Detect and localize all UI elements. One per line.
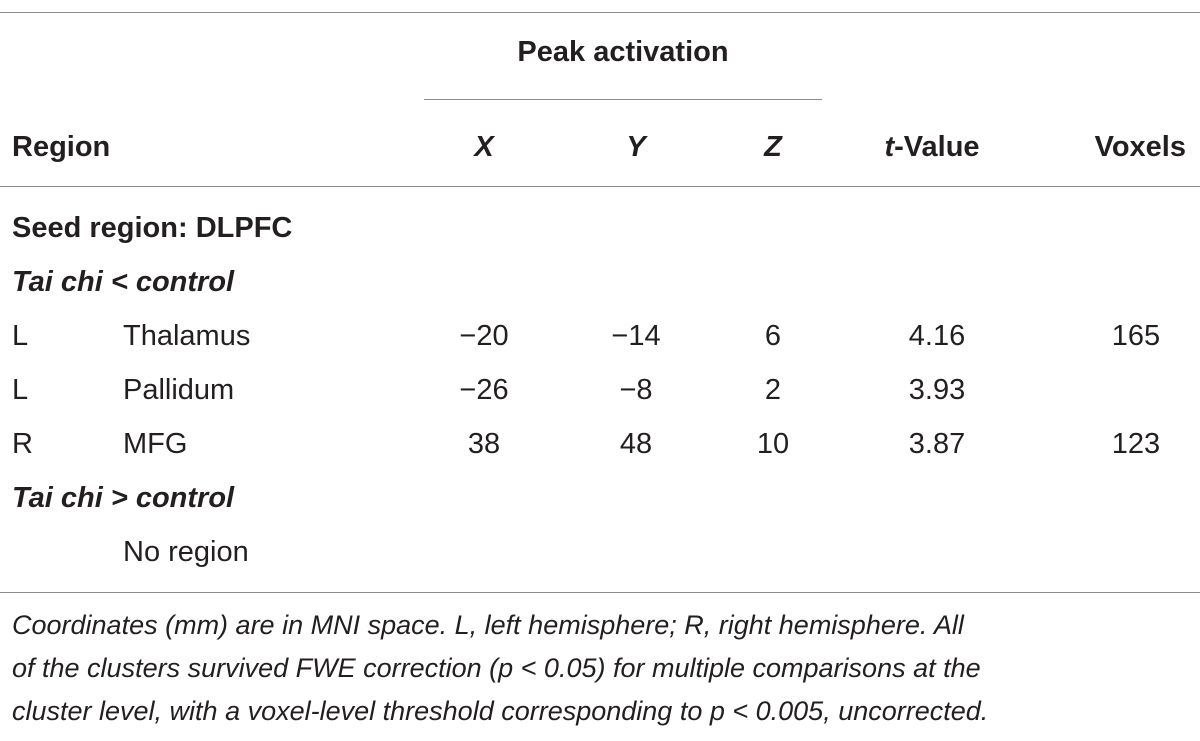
header-bottom-rule	[0, 186, 1200, 187]
column-header-z: Z	[764, 131, 782, 163]
cell-y: −14	[611, 320, 661, 352]
cell-x: −26	[459, 374, 509, 406]
cell-z: 2	[764, 374, 782, 406]
footnote-line-3: cluster level, with a voxel-level thresh…	[12, 696, 989, 726]
group-header-peak-activation: Peak activation	[517, 36, 729, 68]
footnote-line-1: Coordinates (mm) are in MNI space. L, le…	[12, 610, 964, 640]
cell-x: 38	[467, 428, 501, 460]
contrast-label-less: Tai chi < control	[12, 266, 235, 298]
cell-t-value: 3.93	[908, 374, 966, 406]
cell-hemisphere: L	[12, 320, 29, 352]
table-footnote: Coordinates (mm) are in MNI space. L, le…	[12, 604, 1192, 733]
cell-x: −20	[459, 320, 509, 352]
group-header-underline	[424, 99, 822, 100]
cell-hemisphere: R	[12, 428, 33, 460]
column-header-region: Region	[12, 131, 111, 163]
t-letter: t	[884, 131, 895, 163]
cell-z: 10	[756, 428, 790, 460]
cell-hemisphere: L	[12, 374, 29, 406]
cell-t-value: 4.16	[908, 320, 966, 352]
column-header-voxels: Voxels	[1094, 131, 1186, 163]
column-header-y: Y	[626, 131, 646, 163]
cell-voxels: 165	[1111, 320, 1161, 352]
cell-z: 6	[764, 320, 782, 352]
cell-region: Thalamus	[123, 320, 251, 352]
seed-region-label: Seed region: DLPFC	[12, 212, 293, 244]
cell-y: −8	[619, 374, 653, 406]
cell-y: 48	[619, 428, 653, 460]
cell-t-value: 3.87	[908, 428, 966, 460]
column-header-x: X	[474, 131, 494, 163]
footnote-line-2: of the clusters survived FWE correction …	[12, 653, 981, 683]
contrast-label-greater: Tai chi > control	[12, 482, 235, 514]
cell-region: Pallidum	[123, 374, 235, 406]
no-region-label: No region	[123, 536, 249, 568]
table-top-rule	[0, 12, 1200, 13]
table-bottom-rule	[0, 592, 1200, 593]
cell-voxels: 123	[1111, 428, 1161, 460]
column-header-t-value: t-Value	[884, 130, 979, 164]
cell-region: MFG	[123, 428, 188, 460]
value-word: -Value	[894, 131, 980, 163]
